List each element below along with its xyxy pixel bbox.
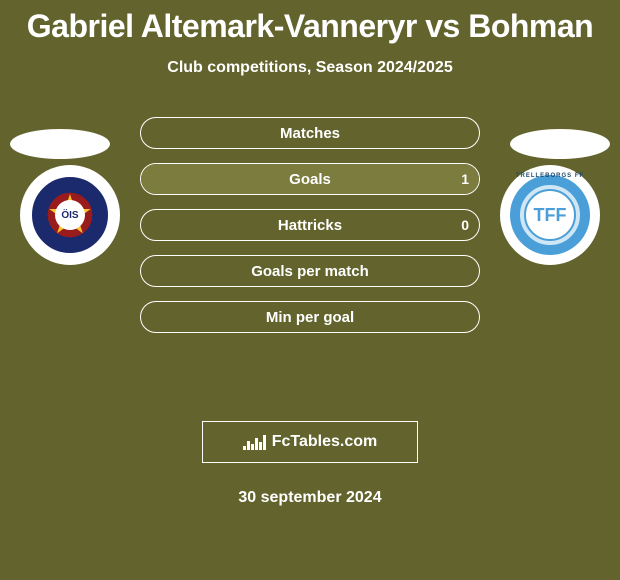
club-badge-left: ★ ÖIS xyxy=(20,165,120,265)
stat-bar-goals: Goals 1 xyxy=(140,163,480,195)
stat-label: Goals xyxy=(289,171,331,188)
comparison-area: ★ ÖIS TRELLEBORGS FF TFF Matches Goals 1… xyxy=(0,107,620,407)
stat-bar-goals-per-match: Goals per match xyxy=(140,255,480,287)
stat-label: Goals per match xyxy=(251,263,369,280)
watermark: FcTables.com xyxy=(202,421,418,463)
stat-right-value: 1 xyxy=(461,171,469,187)
stat-label: Min per goal xyxy=(266,309,354,326)
stat-right-value: 0 xyxy=(461,217,469,233)
tff-crest-text: TFF xyxy=(524,189,576,241)
stat-bar-matches: Matches xyxy=(140,117,480,149)
stat-label: Matches xyxy=(280,125,340,142)
chart-icon xyxy=(243,434,266,450)
stat-bar-hattricks: Hattricks 0 xyxy=(140,209,480,241)
stat-label: Hattricks xyxy=(278,217,342,234)
date-line: 30 september 2024 xyxy=(0,489,620,507)
page-subtitle: Club competitions, Season 2024/2025 xyxy=(0,59,620,77)
stat-bar-min-per-goal: Min per goal xyxy=(140,301,480,333)
player-right-nameplate xyxy=(510,129,610,159)
page-title: Gabriel Altemark-Vanneryr vs Bohman xyxy=(0,0,620,45)
tff-crest: TRELLEBORGS FF TFF xyxy=(510,175,590,255)
ois-crest: ★ ÖIS xyxy=(32,177,108,253)
club-badge-right: TRELLEBORGS FF TFF xyxy=(500,165,600,265)
tff-ring-text: TRELLEBORGS FF xyxy=(510,173,590,179)
watermark-text: FcTables.com xyxy=(272,433,378,451)
stat-bars: Matches Goals 1 Hattricks 0 Goals per ma… xyxy=(140,117,480,347)
player-left-nameplate xyxy=(10,129,110,159)
ois-crest-text: ÖIS xyxy=(55,200,85,230)
